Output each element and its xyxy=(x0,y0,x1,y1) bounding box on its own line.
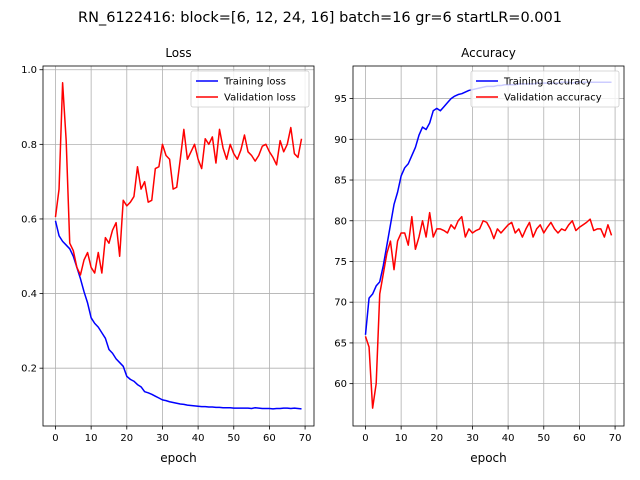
accuracy-chart-xtick-label: 50 xyxy=(537,433,550,444)
accuracy-chart-xtick-label: 10 xyxy=(395,433,408,444)
loss-chart-ytick-label: 0.2 xyxy=(21,364,37,375)
loss-chart-xtick-label: 60 xyxy=(263,433,276,444)
accuracy-chart-ytick-label: 70 xyxy=(334,298,347,309)
accuracy-chart-xtick-label: 40 xyxy=(502,433,515,444)
loss-chart-lines xyxy=(54,82,303,410)
accuracy-chart-legend: Training accuracy Validation accuracy xyxy=(470,70,620,108)
loss-chart-ticks: 0 10 20 30 40 50 60 70 0.2 0.4 0.6 0.8 1.0 xyxy=(21,65,311,444)
loss-chart-xtick-label: 0 xyxy=(52,433,58,444)
accuracy-chart-xtick-label: 70 xyxy=(609,433,622,444)
accuracy-chart-xtick-label: 60 xyxy=(573,433,586,444)
loss-chart: Loss 0 10 20 30 40 50 60 70 0.2 0.4 0.6 0.8 1.0 epoc… xyxy=(21,46,315,465)
loss-chart-xlabel: epoch xyxy=(160,451,197,465)
accuracy-chart-ytick-label: 75 xyxy=(334,257,347,268)
accuracy-chart-title: Accuracy xyxy=(461,46,516,60)
loss-chart-ytick-label: 0.8 xyxy=(21,140,37,151)
accuracy-chart-xtick-label: 20 xyxy=(430,433,443,444)
loss-chart-xtick-label: 30 xyxy=(156,433,169,444)
accuracy-chart-ytick-label: 85 xyxy=(334,176,347,187)
loss-chart-xtick-label: 40 xyxy=(192,433,205,444)
loss-chart-gridlines xyxy=(43,66,314,426)
accuracy-chart-legend-box xyxy=(470,70,620,108)
loss-chart-frame xyxy=(42,65,315,427)
loss-chart-xtick-label: 20 xyxy=(120,433,133,444)
accuracy-chart-ytick-label: 80 xyxy=(334,216,347,227)
loss-chart-title: Loss xyxy=(165,46,191,60)
accuracy-chart-series-training-line xyxy=(364,81,612,335)
accuracy-chart: Accuracy 0 10 20 30 40 50 60 70 60 65 70 75 80 85 90 95… xyxy=(334,46,625,465)
accuracy-chart-legend-label: Training accuracy xyxy=(503,77,592,88)
accuracy-chart-ytick-label: 65 xyxy=(334,338,347,349)
loss-chart-ytick-label: 1.0 xyxy=(21,65,37,76)
accuracy-chart-ytick-label: 95 xyxy=(334,94,347,105)
loss-chart-xtick-label: 50 xyxy=(227,433,240,444)
accuracy-chart-legend-label: Validation accuracy xyxy=(504,93,602,104)
accuracy-chart-frame xyxy=(352,65,625,427)
accuracy-chart-ytick-label: 60 xyxy=(334,379,347,390)
loss-chart-legend: Training loss Validation loss xyxy=(190,70,310,108)
accuracy-chart-ticks: 0 10 20 30 40 50 60 70 60 65 70 75 80 85 90 95 xyxy=(334,94,621,444)
figure-suptitle: RN_6122416: block=[6, 12, 24, 16] batch=… xyxy=(78,10,562,26)
loss-chart-series-training-line xyxy=(54,220,302,410)
loss-chart-ytick-label: 0.6 xyxy=(21,214,37,225)
loss-chart-legend-label: Training loss xyxy=(223,77,286,88)
loss-chart-series-validation-line xyxy=(54,82,303,276)
accuracy-chart-lines xyxy=(364,81,613,409)
loss-chart-legend-label: Validation loss xyxy=(224,93,296,104)
accuracy-chart-xtick-label: 30 xyxy=(466,433,479,444)
loss-chart-ytick-label: 0.4 xyxy=(21,289,37,300)
accuracy-chart-ytick-label: 90 xyxy=(334,135,347,146)
loss-chart-xtick-label: 10 xyxy=(85,433,98,444)
accuracy-chart-gridlines xyxy=(353,66,624,426)
loss-chart-legend-box xyxy=(190,70,310,108)
accuracy-chart-series-validation-line xyxy=(364,211,613,409)
loss-chart-xtick-label: 70 xyxy=(299,433,312,444)
accuracy-chart-xlabel: epoch xyxy=(470,451,507,465)
accuracy-chart-xtick-label: 0 xyxy=(362,433,368,444)
